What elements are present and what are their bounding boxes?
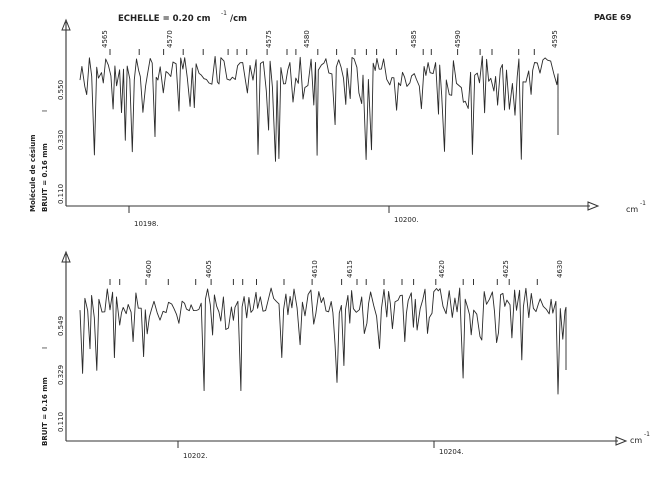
y-axis-arrow: [61, 250, 71, 263]
y-axis-label-noise: BRUIT = 0.16 mm: [41, 377, 49, 446]
x-unit-exponent: -1: [640, 200, 646, 207]
x-tick-label: 10204.: [439, 448, 464, 456]
spectrum-trace: [79, 287, 567, 395]
line-number: 4590: [454, 30, 462, 48]
line-number: 4595: [551, 30, 559, 48]
line-number: 4630: [556, 260, 564, 278]
line-number: 4580: [303, 30, 311, 48]
y-tick-label: 0.549: [57, 316, 65, 336]
line-number: 4620: [438, 260, 446, 278]
y-tick-label: 0.550: [57, 80, 65, 100]
spectrum-trace: [79, 55, 559, 162]
line-number: 4565: [101, 30, 109, 48]
x-tick-label: 10202.: [183, 452, 208, 460]
scale-exponent: -1: [221, 10, 227, 17]
scale-suffix: /cm: [230, 14, 247, 24]
y-tick-label: 0.110: [57, 184, 65, 204]
x-unit: cm: [630, 436, 642, 445]
line-number: 4585: [410, 30, 418, 48]
intensity-marker: I: [41, 347, 49, 349]
line-number: 4605: [205, 260, 213, 278]
spectrum-panel-2: 0.110 0.329 0.549 BRUIT = 0.16 mm I 1020…: [41, 250, 650, 460]
y-axis-arrow: [61, 18, 71, 31]
y-tick-label: 0.329: [57, 365, 65, 385]
spectrum-panel-1: 0.110 0.330 0.550 Molécule de césium BRU…: [29, 18, 646, 228]
line-number: 4625: [502, 260, 510, 278]
intensity-marker: I: [41, 110, 49, 112]
x-tick-label: 10198.: [134, 220, 159, 228]
y-axis-label-noise: BRUIT = 0.16 mm: [41, 143, 49, 212]
y-tick-label: 0.110: [57, 412, 65, 432]
y-tick-label: 0.330: [57, 130, 65, 150]
line-marker-group: [109, 279, 538, 285]
line-number: 4615: [346, 260, 354, 278]
y-axis-label-molecule: Molécule de césium: [29, 134, 37, 212]
line-number: 4600: [145, 260, 153, 278]
line-number: 4575: [265, 30, 273, 48]
x-unit: cm: [626, 205, 638, 214]
line-marker-group: [109, 49, 535, 55]
x-axis-arrow: [615, 436, 628, 446]
x-unit-exponent: -1: [644, 431, 650, 438]
scale-label: ECHELLE = 0.20 cm: [118, 14, 211, 24]
page-number: PAGE 69: [594, 13, 632, 22]
line-number: 4610: [311, 260, 319, 278]
line-number: 4570: [166, 30, 174, 48]
x-axis-arrow: [587, 201, 600, 211]
header: ECHELLE = 0.20 cm -1 /cm PAGE 69: [118, 10, 632, 24]
x-tick-label: 10200.: [394, 216, 419, 224]
